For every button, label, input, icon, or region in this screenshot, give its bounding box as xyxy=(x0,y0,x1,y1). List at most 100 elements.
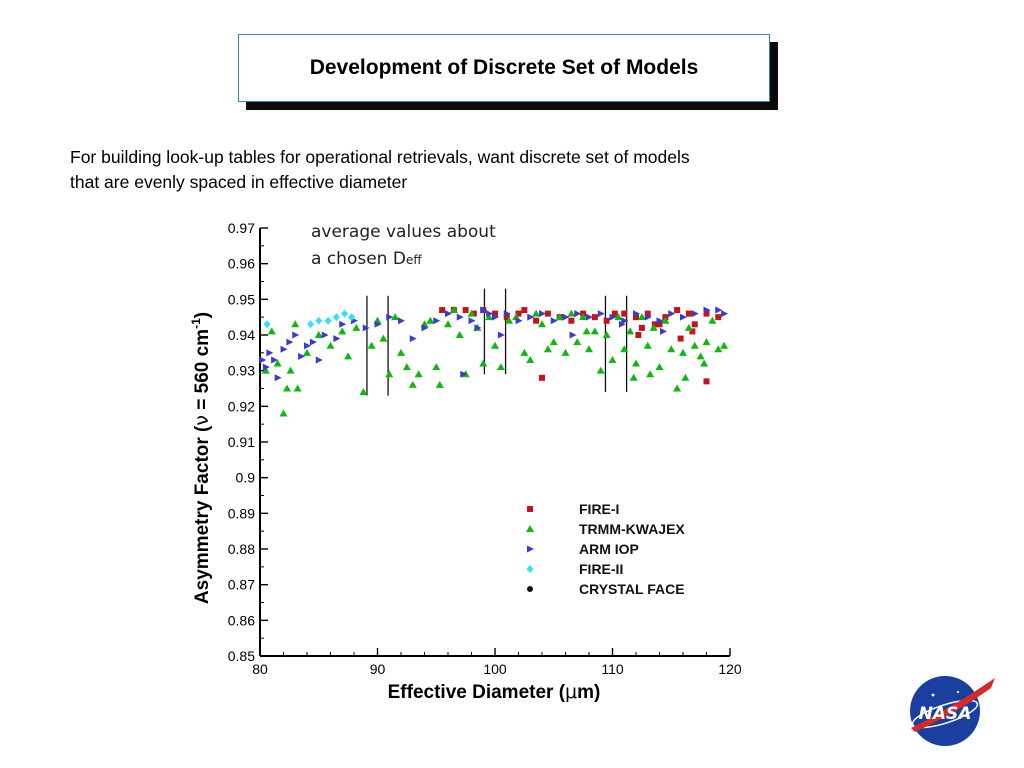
arm-iop-point xyxy=(609,313,617,321)
fire-ii-point xyxy=(324,316,332,325)
trmm-kwajex-point xyxy=(467,309,476,317)
chart-ticks: 0.85 0.86 0.87 0.88 0.89 0.9 0.91 0.92 0.93 0.94 0… xyxy=(228,220,742,677)
trmm-kwajex-point xyxy=(582,327,591,335)
fire-ii-point xyxy=(341,309,349,318)
arm-iop-point xyxy=(633,310,640,318)
trmm-kwajex-point xyxy=(455,331,464,338)
fire-ii-point xyxy=(332,313,340,322)
arm-iop-point xyxy=(274,374,282,382)
arm-iop-point xyxy=(703,306,711,314)
arm-iop-point xyxy=(574,310,582,318)
logo-star xyxy=(931,693,935,697)
fire-i-point xyxy=(635,332,642,338)
trmm-kwajex-point xyxy=(720,341,729,349)
series-arm-iop xyxy=(259,306,729,382)
arm-iop-point xyxy=(374,320,382,328)
arm-iop-point xyxy=(656,317,664,325)
legend-marker-fire-ii xyxy=(526,565,534,573)
trmm-kwajex-point xyxy=(338,327,347,335)
fire-i-point xyxy=(638,324,645,331)
trmm-kwajex-point xyxy=(643,341,652,349)
arm-iop-point xyxy=(362,324,370,332)
arm-iop-point xyxy=(262,363,270,371)
fire-i-point xyxy=(691,321,698,328)
fire-i-point xyxy=(470,310,477,317)
trmm-kwajex-point xyxy=(646,370,655,378)
y-tick-label: 0.91 xyxy=(228,434,255,450)
asymmetry-scatter-chart: 0.85 0.86 0.87 0.88 0.89 0.9 0.91 0.92 0.93 0.94 0… xyxy=(189,220,742,703)
trmm-kwajex-point xyxy=(696,352,705,360)
trmm-kwajex-point xyxy=(620,345,629,353)
fire-i-point xyxy=(533,317,540,324)
trmm-kwajex-point xyxy=(590,327,599,335)
trmm-kwajex-point xyxy=(532,309,541,317)
arm-iop-point xyxy=(480,306,488,314)
trmm-kwajex-point xyxy=(505,316,514,324)
intro-line-2: that are evenly spaced in effective diam… xyxy=(70,172,408,192)
y-tick-label: 0.9 xyxy=(236,470,256,486)
fire-i-point xyxy=(568,317,575,324)
fire-i-point xyxy=(492,310,498,317)
logo-text: NASA xyxy=(919,704,972,724)
arm-iop-point xyxy=(527,313,535,321)
arm-iop-point xyxy=(618,320,626,328)
arm-iop-point xyxy=(460,370,468,378)
trmm-kwajex-point xyxy=(708,316,717,324)
trmm-kwajex-point xyxy=(632,359,640,367)
chart-legend: FIRE-I TRMM-KWAJEX ARM IOP FIRE-II CRYSTAL F… xyxy=(526,501,685,597)
series-trmm-kwajex xyxy=(261,306,729,417)
trmm-kwajex-point xyxy=(267,327,276,335)
legend-label-crystal-face: CRYSTAL FACE xyxy=(579,581,685,597)
arm-iop-point xyxy=(280,345,288,353)
y-tick-label: 0.88 xyxy=(228,541,255,557)
trmm-kwajex-point xyxy=(714,345,723,353)
legend-label-fire-i: FIRE-I xyxy=(579,501,619,517)
arm-iop-point xyxy=(292,331,300,339)
arm-iop-point xyxy=(497,331,505,339)
intro-line-1: For building look-up tables for operatio… xyxy=(70,147,690,167)
trmm-kwajex-point xyxy=(326,341,335,349)
fire-ii-point xyxy=(315,316,323,325)
arm-iop-point xyxy=(715,306,723,314)
arm-iop-point xyxy=(569,331,577,339)
fire-i-point xyxy=(544,310,551,317)
fire-i-point xyxy=(677,335,684,342)
trmm-kwajex-point xyxy=(291,320,300,328)
arm-iop-point xyxy=(266,349,274,357)
fire-ii-point xyxy=(307,320,315,329)
trmm-kwajex-point xyxy=(700,359,709,367)
fire-i-point xyxy=(611,310,618,317)
trmm-kwajex-point xyxy=(485,313,494,321)
arm-iop-point xyxy=(562,313,570,321)
trmm-kwajex-point xyxy=(293,384,302,392)
fire-i-point xyxy=(591,314,598,321)
trmm-kwajex-point xyxy=(261,366,270,374)
arm-iop-point xyxy=(486,310,494,318)
trmm-kwajex-point xyxy=(549,338,558,346)
trmm-kwajex-point xyxy=(352,323,361,331)
trmm-kwajex-point xyxy=(273,359,282,367)
arm-iop-point xyxy=(309,338,317,346)
y-tick-label: 0.92 xyxy=(228,398,255,414)
arm-iop-point xyxy=(691,310,699,318)
trmm-kwajex-point xyxy=(573,338,582,346)
trmm-kwajex-point xyxy=(585,345,593,353)
arm-iop-point xyxy=(539,310,546,318)
fire-i-point xyxy=(515,310,522,317)
trmm-kwajex-point xyxy=(520,348,529,356)
legend-label-fire-ii: FIRE-II xyxy=(579,561,623,577)
trmm-kwajex-point xyxy=(690,341,699,349)
fire-i-point xyxy=(689,328,696,335)
trmm-kwajex-point xyxy=(667,345,676,353)
arm-iop-point xyxy=(298,352,306,360)
fire-i-point xyxy=(674,307,681,314)
arm-iop-point xyxy=(680,313,687,321)
trmm-kwajex-point xyxy=(629,373,638,381)
arm-iop-point xyxy=(644,313,652,321)
trmm-kwajex-point xyxy=(684,323,693,331)
trmm-kwajex-point xyxy=(596,366,605,374)
logo-orbit xyxy=(911,699,979,729)
y-tick-label: 0.89 xyxy=(228,505,255,521)
title-box: Development of Discrete Set of Models xyxy=(238,34,770,102)
trmm-kwajex-point xyxy=(614,313,623,321)
